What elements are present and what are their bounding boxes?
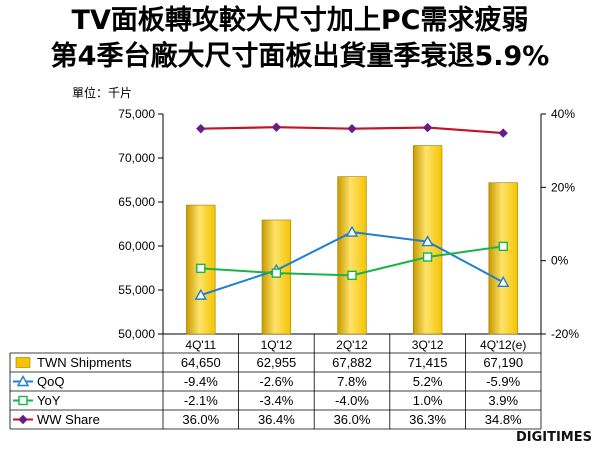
x-tick-label: 1Q'12 <box>261 338 293 352</box>
y-right-tick-label: 40% <box>551 107 575 121</box>
point-ww-share <box>347 123 357 134</box>
table-cell-twn-shipments: 67,882 <box>332 355 372 370</box>
legend-label-twn-shipments: TWN Shipments <box>37 355 132 370</box>
legend-label-yoy: YoY <box>37 393 61 408</box>
table-cell-ww-share: 36.0% <box>334 412 371 427</box>
x-tick-label: 3Q'12 <box>412 338 444 352</box>
y-left-tick-label: 60,000 <box>118 239 155 253</box>
table-cell-qoq: 5.2% <box>413 374 443 389</box>
point-yoy <box>498 241 508 252</box>
legend-key-twn-shipments <box>15 357 31 368</box>
x-tick-label: 2Q'12 <box>336 338 368 352</box>
legend-marker-ww-share <box>18 414 28 425</box>
table-cell-twn-shipments: 62,955 <box>257 355 297 370</box>
table-cell-twn-shipments: 67,190 <box>483 355 523 370</box>
y-left-tick-label: 75,000 <box>118 107 155 121</box>
point-qoq <box>497 275 510 287</box>
y-left-tick-label: 70,000 <box>118 151 155 165</box>
table-cell-twn-shipments: 71,415 <box>408 355 448 370</box>
point-qoq <box>194 288 207 300</box>
table-cell-qoq: -5.9% <box>486 374 520 389</box>
y-left-tick-label: 65,000 <box>118 195 155 209</box>
table-cell-twn-shipments: 64,650 <box>181 355 221 370</box>
x-tick-label: 4Q'11 <box>185 338 216 352</box>
point-qoq <box>421 235 434 247</box>
table-cell-qoq: 7.8% <box>337 374 367 389</box>
table-cell-ww-share: 36.4% <box>258 412 295 427</box>
table-cell-qoq: -2.6% <box>259 374 293 389</box>
bar-twn-shipments <box>337 176 367 335</box>
point-ww-share <box>422 122 433 133</box>
y-right-tick-label: 0% <box>551 254 569 268</box>
chart-title-line-2: 第4季台廠大尺寸面板出貨量季衰退5.9% <box>50 41 550 72</box>
legend-label-ww-share: WW Share <box>37 412 100 427</box>
point-yoy <box>347 270 357 281</box>
table-cell-yoy: -4.0% <box>335 393 369 408</box>
table-cell-ww-share: 36.0% <box>182 412 219 427</box>
point-yoy <box>196 263 206 274</box>
point-qoq <box>345 225 359 237</box>
bar-twn-shipments <box>488 182 518 335</box>
x-tick-label: 4Q'12(e) <box>480 338 526 352</box>
point-ww-share <box>498 128 508 138</box>
legend-marker-yoy <box>18 395 28 406</box>
table-cell-yoy: -3.4% <box>259 393 293 408</box>
y-right-tick-label: -20% <box>551 327 579 341</box>
point-ww-share <box>271 122 282 132</box>
table-cell-yoy: 3.9% <box>488 393 518 408</box>
unit-label: 單位：千片 <box>72 86 133 100</box>
point-yoy <box>271 268 282 278</box>
chart-title-line-1: TV面板轉攻較大尺寸加上PC需求疲弱 <box>71 5 529 36</box>
y-left-tick-label: 50,000 <box>118 327 155 341</box>
table-cell-qoq: -9.4% <box>184 374 218 389</box>
table-cell-ww-share: 36.3% <box>409 412 446 427</box>
legend-label-qoq: QoQ <box>37 374 64 389</box>
table-cell-ww-share: 34.8% <box>485 412 522 427</box>
table-cell-yoy: 1.0% <box>413 393 443 408</box>
legend-marker-qoq <box>16 375 30 387</box>
brand-logo: DIGITIMES <box>515 430 592 445</box>
point-ww-share <box>196 123 206 134</box>
y-left-tick-label: 55,000 <box>118 283 155 297</box>
table-cell-yoy: -2.1% <box>184 393 218 408</box>
point-yoy <box>422 252 433 262</box>
y-right-tick-label: 20% <box>551 180 575 194</box>
